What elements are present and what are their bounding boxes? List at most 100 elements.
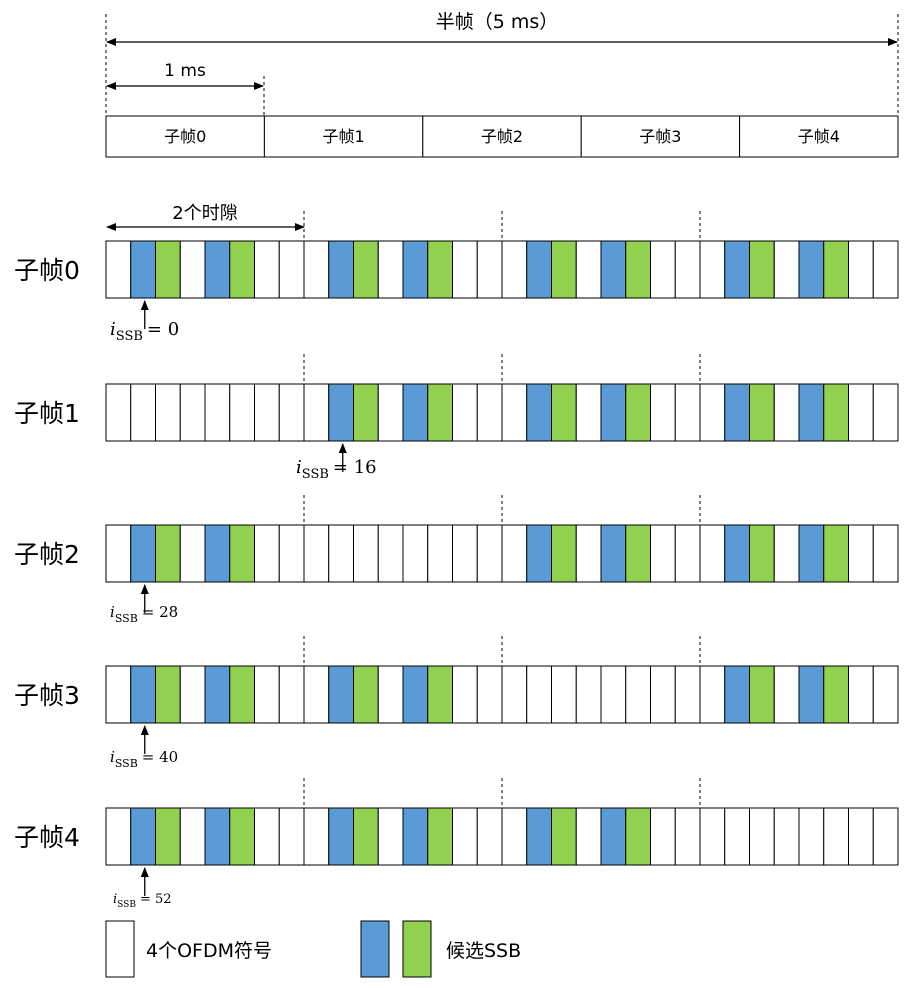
ofdm-symbol-cell (699, 665, 726, 724)
ofdm-symbol-cell (872, 807, 899, 866)
ofdm-symbol-cell (179, 383, 206, 442)
ofdm-symbol-cell (105, 665, 132, 724)
ofdm-symbol-cell (501, 240, 528, 299)
ofdm-symbol-cell (773, 807, 800, 866)
subframe-row: 子帧4 iSSB = 52 (14, 778, 899, 910)
ssb-candidate-blue (402, 383, 429, 442)
ssb-candidate-blue (130, 524, 156, 583)
ofdm-symbol-cell (501, 665, 528, 724)
ofdm-symbol-cell (749, 807, 775, 866)
ssb-candidate-blue (798, 524, 825, 583)
ssb-candidate-green (155, 665, 181, 724)
ofdm-symbol-cell (353, 524, 379, 583)
ssb-candidate-blue (526, 524, 552, 583)
ssb-candidate-blue (724, 240, 750, 299)
ssb-candidate-blue (204, 665, 231, 724)
ssb-candidate-blue (204, 240, 231, 299)
ssb-candidate-blue (526, 807, 552, 866)
ofdm-symbol-cell (476, 383, 503, 442)
ofdm-symbol-cell (254, 524, 280, 583)
ssb-candidate-green (353, 383, 379, 442)
ofdm-symbol-cell (476, 665, 503, 724)
ssb-candidate-green (353, 240, 379, 299)
ssb-candidate-blue (204, 524, 231, 583)
ssb-candidate-blue (600, 383, 627, 442)
subframe-row: 子帧2 iSSB = 28 (14, 495, 899, 625)
ofdm-symbol-cell (377, 807, 404, 866)
ofdm-symbol-cell (848, 665, 874, 724)
ofdm-symbol-cell (872, 524, 899, 583)
ofdm-symbol-cell (452, 240, 478, 299)
ssb-candidate-blue (130, 665, 156, 724)
ofdm-symbol-cell (526, 665, 552, 724)
ssb-candidate-green (625, 240, 651, 299)
ssb-candidate-blue (328, 807, 354, 866)
ofdm-symbol-cell (179, 807, 206, 866)
ofdm-symbol-cell (303, 807, 330, 866)
ofdm-symbol-cell (699, 383, 726, 442)
ofdm-symbol-cell (105, 383, 132, 442)
ofdm-symbol-cell (823, 807, 849, 866)
ssb-candidate-blue (600, 240, 627, 299)
ssb-candidate-green (823, 665, 849, 724)
ofdm-symbol-cell (773, 240, 800, 299)
ofdm-symbol-cell (575, 383, 602, 442)
ssb-candidate-blue (402, 665, 429, 724)
ssb-candidate-blue (798, 240, 825, 299)
ssb-candidate-green (551, 807, 577, 866)
ofdm-symbol-cell (699, 240, 726, 299)
ofdm-symbol-cell (773, 665, 800, 724)
ssb-candidate-green (823, 383, 849, 442)
ssb-candidate-green (749, 665, 775, 724)
ofdm-symbol-cell (600, 665, 627, 724)
half-frame-header: 半帧（5 ms） 1 ms (105, 11, 899, 116)
ssb-candidate-green (155, 240, 181, 299)
ofdm-symbol-cell (278, 524, 305, 583)
ofdm-symbol-cell (278, 383, 305, 442)
ofdm-symbol-cell (254, 807, 280, 866)
subframe-row: 子帧3 iSSB = 40 (14, 636, 899, 770)
ssb-candidate-blue (204, 807, 231, 866)
ofdm-symbol-cell (179, 240, 206, 299)
ssb-candidate-blue (328, 240, 354, 299)
ssb-candidate-green (155, 524, 181, 583)
ofdm-symbol-cell (254, 240, 280, 299)
legend: 4个OFDM符号 候选SSB (105, 920, 521, 978)
ofdm-symbol-cell (476, 240, 503, 299)
ofdm-symbol-cell (650, 807, 676, 866)
subframe-bar-cell (580, 115, 741, 158)
ofdm-symbol-cell (427, 524, 453, 583)
ssb-candidate-green (229, 240, 255, 299)
ofdm-symbol-cell (254, 665, 280, 724)
ofdm-symbol-cell (501, 383, 528, 442)
legend-ssb-label: 候选SSB (446, 940, 521, 962)
ofdm-symbol-cell (452, 665, 478, 724)
ofdm-symbol-cell (278, 665, 305, 724)
ofdm-symbol-cell (303, 240, 330, 299)
row-label: 子帧1 (14, 399, 80, 428)
ssb-candidate-blue (328, 665, 354, 724)
subframe-row: 子帧1 iSSB = 16 (14, 354, 899, 482)
ssb-candidate-blue (724, 524, 750, 583)
ofdm-symbol-cell (377, 524, 404, 583)
row-label: 子帧2 (14, 540, 80, 569)
ssb-candidate-green (551, 383, 577, 442)
ofdm-symbol-cell (674, 524, 701, 583)
ofdm-symbol-cell (278, 240, 305, 299)
ofdm-symbol-cell (501, 524, 528, 583)
ssb-candidate-blue (600, 807, 627, 866)
two-slot-annotation: 2个时隙 (106, 203, 305, 231)
ssb-candidate-blue (328, 383, 354, 442)
ofdm-symbol-cell (699, 524, 726, 583)
ssb-candidate-green (229, 524, 255, 583)
ofdm-symbol-cell (105, 524, 132, 583)
ofdm-symbol-cell (452, 524, 478, 583)
ofdm-symbol-cell (674, 240, 701, 299)
ssb-candidate-green (749, 524, 775, 583)
ofdm-symbol-cell (872, 383, 899, 442)
half-frame-label: 半帧（5 ms） (436, 11, 559, 33)
ofdm-symbol-cell (625, 665, 651, 724)
ofdm-symbol-cell (798, 807, 825, 866)
ofdm-symbol-cell (650, 383, 676, 442)
ofdm-symbol-cell (377, 240, 404, 299)
